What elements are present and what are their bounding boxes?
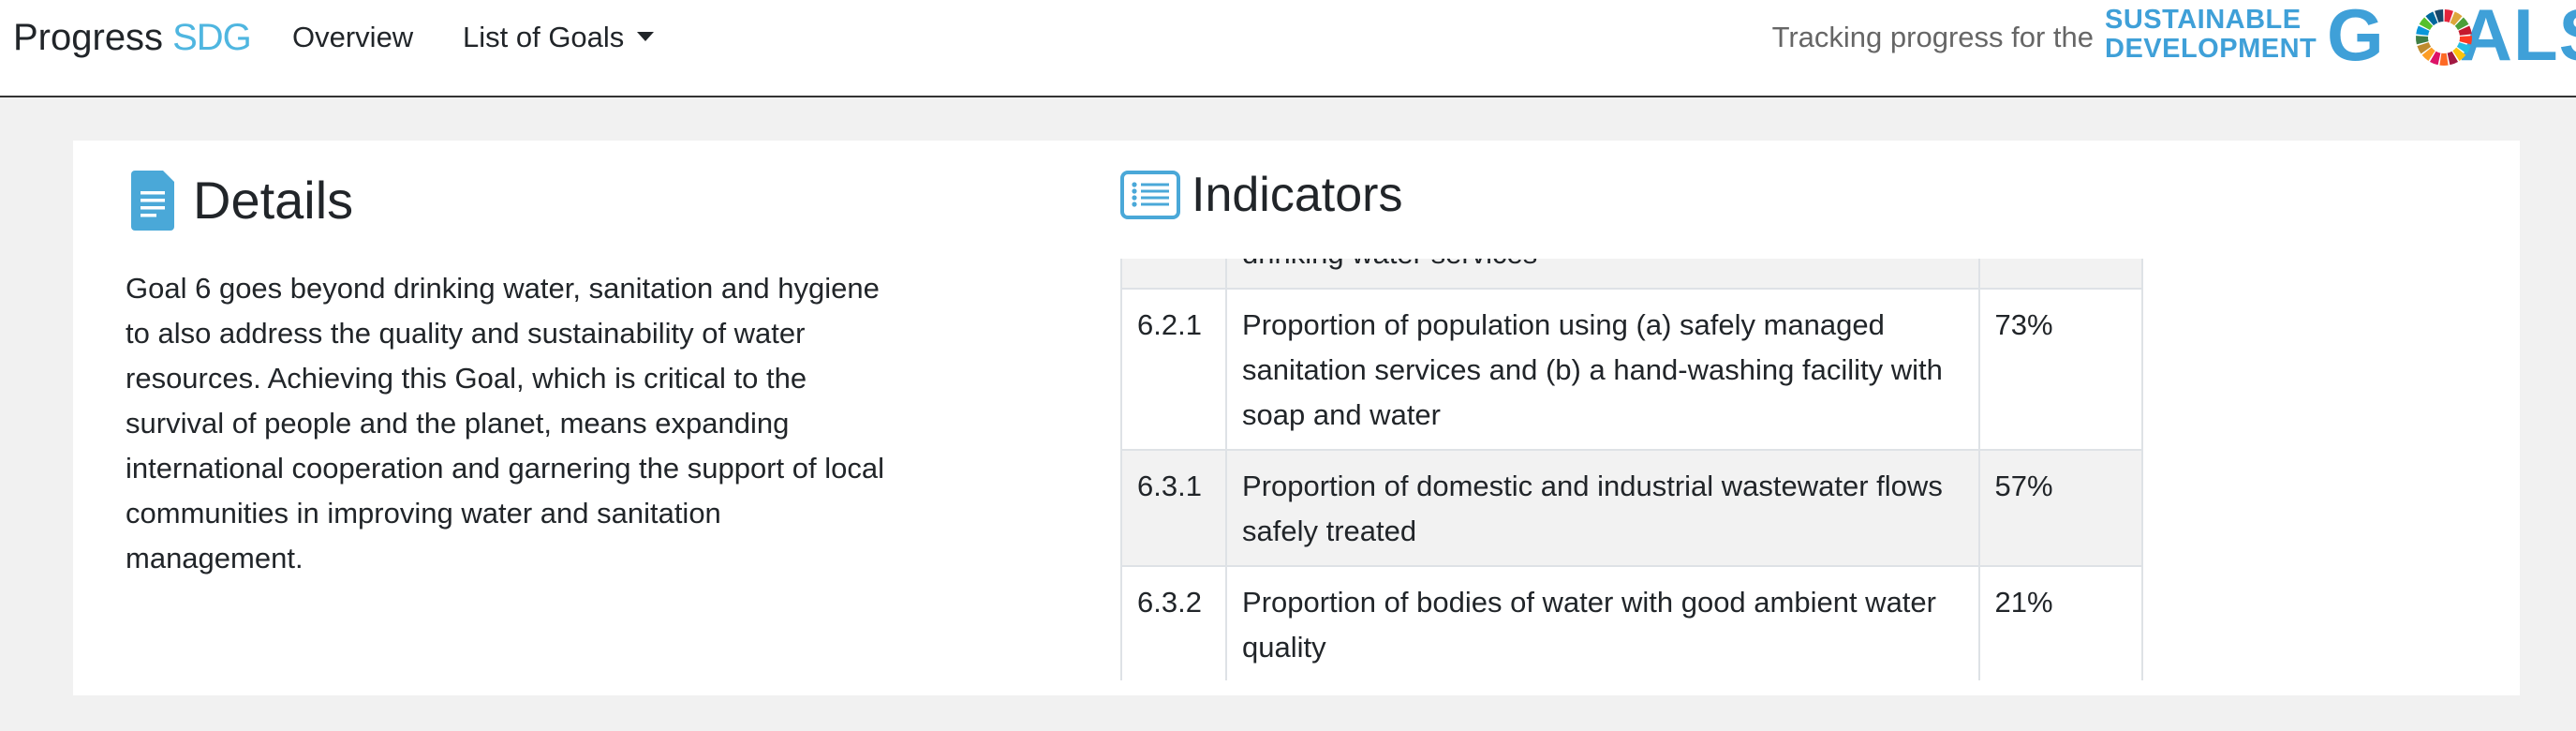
indicator-code: 6.3.1 [1120, 449, 1228, 567]
sdg-wheel-segment [2429, 51, 2441, 66]
sdg-wheel-segment [2416, 25, 2430, 36]
indicator-code [1120, 259, 1228, 290]
sdg-wheel-segment [2454, 17, 2469, 30]
indicator-description: Proportion of population using (a) safel… [1225, 288, 1980, 451]
sdg-logo-words: SUSTAINABLE DEVELOPMENT [2105, 6, 2317, 64]
document-icon [131, 171, 174, 231]
indicator-code: 6.2.1 [1120, 288, 1228, 451]
caret-down-icon [637, 31, 655, 41]
sdg-wheel-segment [2425, 11, 2438, 26]
table-row: 6.3.2 Proportion of bodies of water with… [1120, 565, 2143, 680]
sdg-logo: SUSTAINABLE DEVELOPMENT GALS [2105, 0, 2576, 71]
brand-accent-text: SDG [172, 17, 252, 58]
sdg-wheel-segment [2456, 42, 2471, 54]
indicator-value: 57% [1977, 449, 2143, 567]
goal-card: Details Goal 6 goes beyond drinking wate… [73, 141, 2520, 695]
indicators-heading: Indicators [1120, 165, 1402, 225]
sdg-logo-line1: SUSTAINABLE [2105, 5, 2302, 35]
sdg-wheel-segment [2416, 36, 2429, 45]
sdg-wheel-segment [2450, 11, 2463, 26]
sdg-wheel-segment [2421, 47, 2435, 62]
sdg-wheel-segment [2439, 52, 2449, 66]
table-row: 6.2.1 Proportion of population using (a)… [1120, 288, 2143, 451]
sdg-wheel-segment [2458, 25, 2472, 36]
sdg-color-wheel-icon [2416, 9, 2472, 66]
sdg-logo-als: ALS [2459, 0, 2576, 76]
indicators-title: Indicators [1192, 168, 1403, 222]
brand-main-text: Progress [13, 17, 164, 58]
indicator-description: Proportion of bodies of water with good … [1225, 565, 1980, 680]
sdg-logo-g: G [2327, 0, 2385, 76]
sdg-wheel-segment [2459, 36, 2472, 45]
indicators-table-inner: drinking water services 6.2.1 Proportion… [1120, 259, 2143, 680]
sdg-wheel-segment [2417, 42, 2432, 54]
nav-goals-dropdown[interactable]: List of Goals [463, 19, 655, 56]
navbar: Progress SDG Overview List of Goals Track… [0, 0, 2576, 97]
details-title: Details [193, 171, 354, 230]
details-body: Goal 6 goes beyond drinking water, sanit… [126, 272, 884, 574]
nav-overview-link[interactable]: Overview [292, 21, 414, 53]
indicators-table: drinking water services 6.2.1 Proportion… [1120, 259, 2143, 680]
sdg-wheel-segment [2435, 9, 2444, 22]
indicator-value [1977, 259, 2143, 290]
nav-goals-label: List of Goals [463, 21, 625, 53]
sdg-wheel-segment [2419, 17, 2434, 30]
sdg-logo-goals: GALS [2327, 0, 2576, 71]
indicator-code: 6.3.2 [1120, 565, 1228, 680]
sdg-logo-line2: DEVELOPMENT [2105, 34, 2317, 64]
list-icon [1120, 171, 1180, 219]
brand-logo[interactable]: Progress SDG [13, 13, 252, 62]
sdg-wheel-segment [2444, 9, 2453, 22]
sdg-wheel-segment [2447, 51, 2459, 66]
indicator-value: 73% [1977, 288, 2143, 451]
indicator-description: drinking water services [1225, 259, 1980, 290]
table-row: drinking water services [1120, 259, 2143, 290]
indicator-value: 21% [1977, 565, 2143, 680]
table-row: 6.3.1 Proportion of domestic and industr… [1120, 449, 2143, 567]
sdg-wheel-segment [2452, 47, 2466, 62]
indicators-table-scroll[interactable]: drinking water services 6.2.1 Proportion… [1120, 259, 2143, 680]
indicator-description: Proportion of domestic and industrial wa… [1225, 449, 1980, 567]
tracking-text: Tracking progress for the [1771, 21, 2094, 53]
details-heading: Details [131, 171, 353, 231]
